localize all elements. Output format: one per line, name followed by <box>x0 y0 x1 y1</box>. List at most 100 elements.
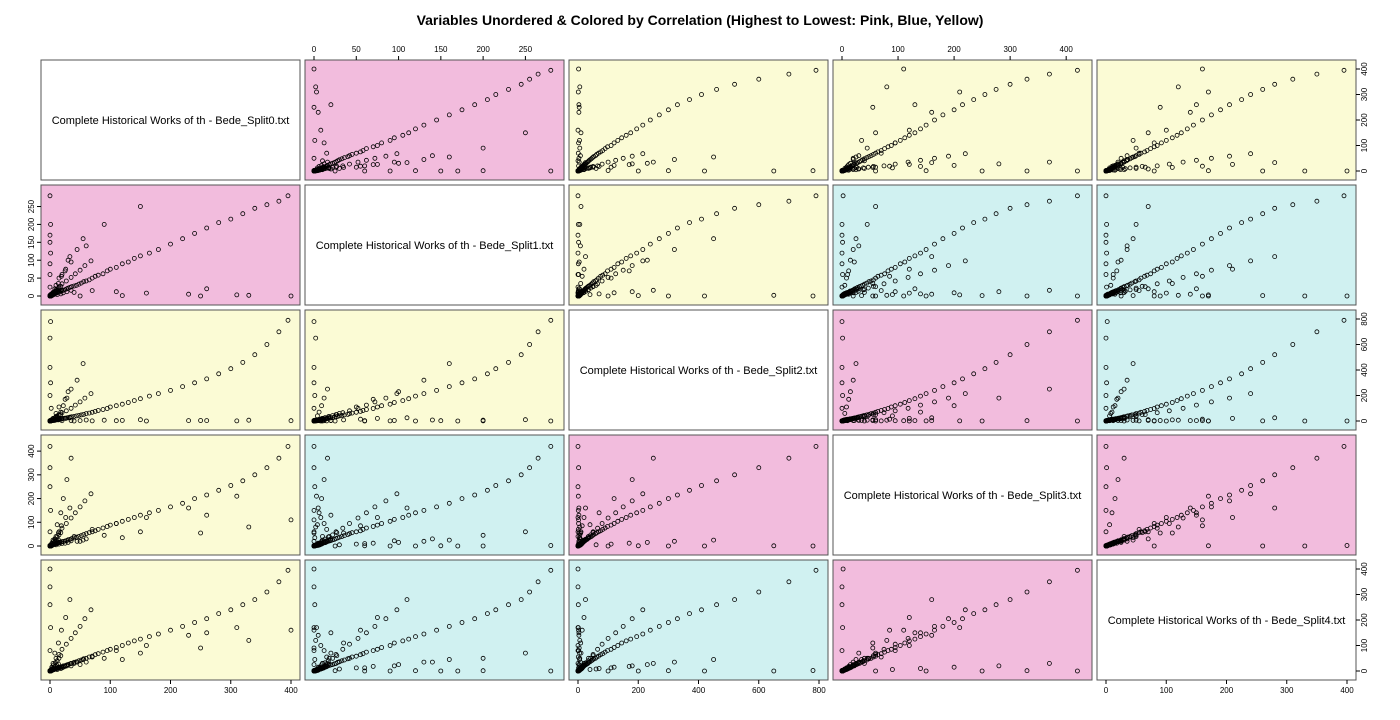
point-0-3-111 <box>951 162 957 168</box>
point-0-2-61 <box>813 67 819 73</box>
point-0-1-56 <box>493 92 499 97</box>
right-tick-label-4-0: 0 <box>1360 668 1369 673</box>
point-4-1-45 <box>387 643 393 648</box>
point-1-3-113 <box>1047 287 1052 293</box>
point-3-0-140 <box>56 537 61 543</box>
point-2-4-75 <box>1104 319 1110 325</box>
point-4-1-63 <box>362 668 368 674</box>
point-3-4-87 <box>1130 535 1136 541</box>
point-1-3-121 <box>873 284 878 290</box>
point-1-4-105 <box>1114 268 1120 274</box>
point-2-4-114 <box>1145 417 1151 423</box>
point-4-3-53 <box>951 620 957 625</box>
point-1-4-49 <box>1184 250 1190 256</box>
point-2-3-108 <box>853 361 859 367</box>
point-4-0-140 <box>56 661 61 667</box>
point-3-2-105 <box>626 540 632 546</box>
point-1-3-67 <box>839 232 845 238</box>
point-1-0-35 <box>81 279 87 285</box>
right-tick-label-0-2: 200 <box>1360 113 1369 127</box>
point-2-1-69 <box>548 418 554 424</box>
point-2-1-46 <box>391 400 397 405</box>
point-0-1-67 <box>455 168 461 174</box>
point-2-3-104 <box>844 404 849 410</box>
point-4-2-47 <box>623 638 629 644</box>
point-4-2-114 <box>577 650 582 656</box>
point-4-0-47 <box>131 638 137 644</box>
point-4-2-41 <box>602 649 608 655</box>
point-0-4-81 <box>1151 168 1157 174</box>
point-3-1-51 <box>434 504 440 510</box>
point-4-1-50 <box>421 631 427 637</box>
point-4-2-95 <box>578 650 584 656</box>
left-tick-label-1-1: 50 <box>27 273 36 282</box>
point-1-0-39 <box>92 273 98 279</box>
point-3-0-123 <box>63 521 69 526</box>
bottom-tick-label-2-4: 800 <box>812 686 826 695</box>
point-1-2-126 <box>620 267 626 273</box>
point-4-3-45 <box>897 643 903 648</box>
point-0-4-44 <box>1159 140 1164 146</box>
point-2-3-118 <box>929 415 935 421</box>
point-3-2-49 <box>634 510 640 516</box>
point-2-0-104 <box>56 404 62 410</box>
point-3-4-95 <box>1145 529 1151 535</box>
point-1-3-63 <box>840 272 845 277</box>
point-4-1-99 <box>321 648 327 653</box>
point-0-1-117 <box>374 161 380 167</box>
point-4-1-48 <box>406 636 412 642</box>
point-3-4-53 <box>1218 496 1223 502</box>
point-1-3-80 <box>1075 293 1080 299</box>
point-0-2-106 <box>644 160 650 166</box>
point-0-2-50 <box>640 122 646 128</box>
point-0-3-48 <box>912 130 918 136</box>
point-4-2-111 <box>611 664 617 670</box>
point-4-0-110 <box>58 666 64 671</box>
point-1-0-99 <box>113 289 119 295</box>
point-1-2-69 <box>575 193 581 199</box>
point-3-0-59 <box>264 465 270 471</box>
point-4-1-33 <box>339 658 345 664</box>
point-0-1-139 <box>324 165 330 171</box>
point-0-2-125 <box>613 157 619 163</box>
point-0-1-98 <box>324 150 330 156</box>
point-3-4-126 <box>1209 504 1214 510</box>
point-4-0-56 <box>228 607 234 613</box>
point-4-3-48 <box>912 636 918 642</box>
right-tick-label-2-0: 0 <box>1360 418 1369 423</box>
point-3-1-39 <box>358 528 363 534</box>
point-1-3-51 <box>932 241 937 247</box>
point-1-4-94 <box>1133 221 1139 227</box>
point-3-4-83 <box>1260 543 1266 549</box>
point-4-0-86 <box>77 662 83 667</box>
point-3-1-91 <box>362 541 368 546</box>
point-2-3-147 <box>844 417 850 423</box>
point-0-4-51 <box>1200 117 1205 123</box>
point-2-0-123 <box>63 408 69 414</box>
point-0-2-122 <box>595 163 600 169</box>
point-2-3-61 <box>1075 317 1080 323</box>
point-3-0-33 <box>76 534 82 539</box>
point-3-0-93 <box>83 536 89 542</box>
point-2-3-97 <box>862 418 867 424</box>
point-1-0-98 <box>89 288 95 294</box>
point-1-0-126 <box>77 267 83 273</box>
point-0-3-107 <box>850 157 856 162</box>
point-0-2-107 <box>672 157 677 162</box>
point-1-4-120 <box>1133 287 1139 293</box>
point-0-2-36 <box>593 153 598 159</box>
point-3-1-55 <box>484 487 490 493</box>
point-3-0-108 <box>80 537 86 543</box>
point-1-3-89 <box>884 292 890 298</box>
point-0-1-61 <box>548 67 554 73</box>
point-3-2-54 <box>675 492 680 498</box>
point-0-4-94 <box>1133 145 1139 151</box>
point-3-1-46 <box>391 517 397 522</box>
point-2-0-45 <box>119 401 125 407</box>
point-1-4-140 <box>1120 287 1126 293</box>
point-0-1-134 <box>334 163 340 169</box>
point-1-3-53 <box>951 230 957 236</box>
point-1-3-98 <box>878 288 884 294</box>
point-4-3-76 <box>873 668 878 674</box>
point-1-4-103 <box>1108 282 1114 288</box>
